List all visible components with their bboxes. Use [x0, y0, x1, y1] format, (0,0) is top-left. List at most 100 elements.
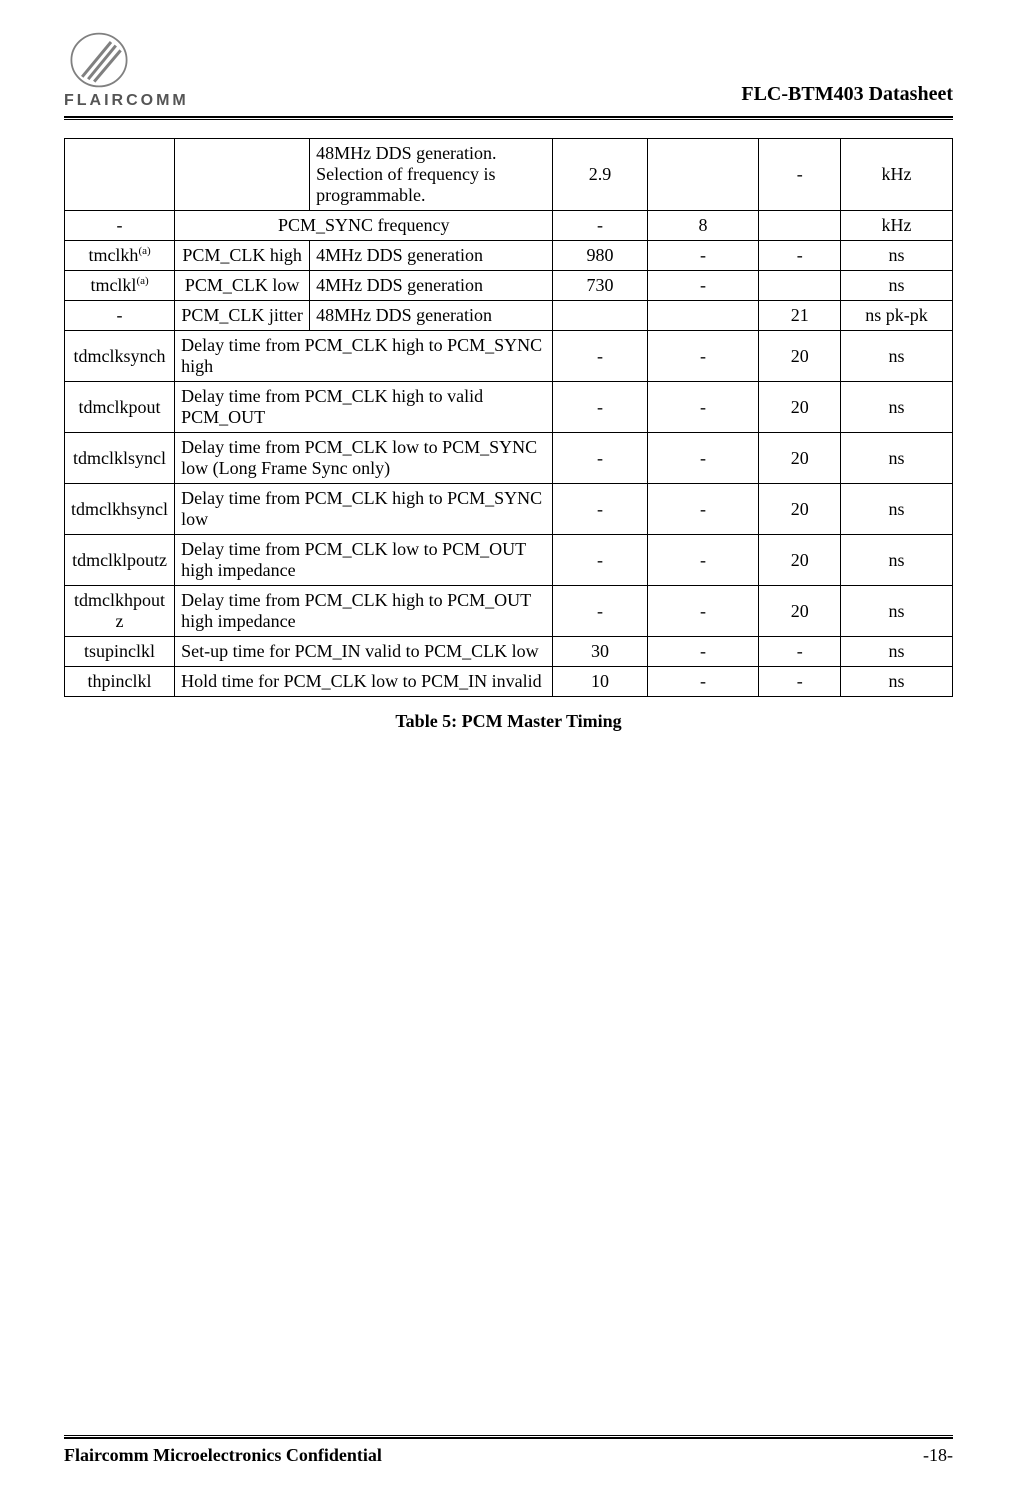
max-cell: -: [759, 139, 841, 211]
typ-cell: 8: [647, 211, 759, 241]
min-cell: -: [553, 586, 647, 637]
max-cell: [759, 271, 841, 301]
symbol-cell: -: [65, 211, 175, 241]
table-row: tdmclkhpoutzDelay time from PCM_CLK high…: [65, 586, 953, 637]
symbol-cell: -: [65, 301, 175, 331]
min-cell: -: [553, 331, 647, 382]
parameter-cell: PCM_CLK jitter: [175, 301, 310, 331]
description-cell: Delay time from PCM_CLK low to PCM_SYNC …: [175, 433, 553, 484]
unit-cell: ns: [841, 637, 953, 667]
min-cell: -: [553, 535, 647, 586]
page-header: FLAIRCOMM FLC-BTM403 Datasheet: [64, 30, 953, 110]
parameter-cell: PCM_CLK high: [175, 241, 310, 271]
max-cell: 20: [759, 535, 841, 586]
typ-cell: -: [647, 586, 759, 637]
unit-cell: ns: [841, 331, 953, 382]
footer-rule-thin: [64, 1435, 953, 1436]
max-cell: -: [759, 637, 841, 667]
max-cell: [759, 211, 841, 241]
footer-rule-thick: [64, 1437, 953, 1439]
description-cell: Delay time from PCM_CLK high to PCM_SYNC…: [175, 331, 553, 382]
typ-cell: -: [647, 484, 759, 535]
flaircomm-logo-icon: [64, 30, 134, 90]
table-row: tmclkl(a)PCM_CLK low4MHz DDS generation7…: [65, 271, 953, 301]
symbol-cell: tdmclklsyncl: [65, 433, 175, 484]
unit-cell: ns: [841, 433, 953, 484]
min-cell: [553, 301, 647, 331]
min-cell: -: [553, 382, 647, 433]
logo-text: FLAIRCOMM: [64, 92, 189, 110]
header-rule: [64, 116, 953, 118]
max-cell: 20: [759, 331, 841, 382]
typ-cell: -: [647, 382, 759, 433]
min-cell: 10: [553, 667, 647, 697]
unit-cell: kHz: [841, 211, 953, 241]
max-cell: -: [759, 241, 841, 271]
max-cell: 20: [759, 484, 841, 535]
symbol-cell: [65, 139, 175, 211]
symbol-cell: tdmclkhpoutz: [65, 586, 175, 637]
table-row: tdmclksynchDelay time from PCM_CLK high …: [65, 331, 953, 382]
parameter-cell: PCM_CLK low: [175, 271, 310, 301]
typ-cell: [647, 301, 759, 331]
max-cell: -: [759, 667, 841, 697]
description-cell: Hold time for PCM_CLK low to PCM_IN inva…: [175, 667, 553, 697]
table-row: -PCM_SYNC frequency-8kHz: [65, 211, 953, 241]
symbol-cell: tdmclkhsyncl: [65, 484, 175, 535]
typ-cell: -: [647, 667, 759, 697]
table-row: tdmclkhsynclDelay time from PCM_CLK high…: [65, 484, 953, 535]
parameter-cell: [175, 139, 310, 211]
typ-cell: -: [647, 433, 759, 484]
min-cell: -: [553, 433, 647, 484]
unit-cell: ns: [841, 586, 953, 637]
max-cell: 20: [759, 433, 841, 484]
description-cell: 4MHz DDS generation: [310, 271, 553, 301]
typ-cell: -: [647, 637, 759, 667]
header-rule-thin: [64, 119, 953, 120]
max-cell: 20: [759, 382, 841, 433]
page-footer: Flaircomm Microelectronics Confidential …: [64, 1435, 953, 1466]
unit-cell: ns pk-pk: [841, 301, 953, 331]
symbol-cell: tsupinclkl: [65, 637, 175, 667]
symbol-cell: tmclkh(a): [65, 241, 175, 271]
description-cell: 4MHz DDS generation: [310, 241, 553, 271]
description-cell: PCM_SYNC frequency: [175, 211, 553, 241]
unit-cell: kHz: [841, 139, 953, 211]
min-cell: 980: [553, 241, 647, 271]
max-cell: 20: [759, 586, 841, 637]
symbol-cell: tdmclklpoutz: [65, 535, 175, 586]
symbol-cell: tdmclkpout: [65, 382, 175, 433]
footer-confidential: Flaircomm Microelectronics Confidential: [64, 1445, 382, 1466]
min-cell: 730: [553, 271, 647, 301]
typ-cell: -: [647, 535, 759, 586]
typ-cell: -: [647, 331, 759, 382]
table-row: tdmclklsynclDelay time from PCM_CLK low …: [65, 433, 953, 484]
description-cell: Delay time from PCM_CLK high to PCM_OUT …: [175, 586, 553, 637]
typ-cell: -: [647, 241, 759, 271]
description-cell: Delay time from PCM_CLK low to PCM_OUT h…: [175, 535, 553, 586]
unit-cell: ns: [841, 535, 953, 586]
table-row: tdmclklpoutzDelay time from PCM_CLK low …: [65, 535, 953, 586]
description-cell: 48MHz DDS generation. Selection of frequ…: [310, 139, 553, 211]
spec-table: 48MHz DDS generation. Selection of frequ…: [64, 138, 953, 697]
typ-cell: [647, 139, 759, 211]
min-cell: 30: [553, 637, 647, 667]
symbol-cell: thpinclkl: [65, 667, 175, 697]
document-title: FLC-BTM403 Datasheet: [741, 83, 953, 110]
page: FLAIRCOMM FLC-BTM403 Datasheet 48MHz DDS…: [0, 0, 1017, 1502]
unit-cell: ns: [841, 241, 953, 271]
table-row: tmclkh(a)PCM_CLK high4MHz DDS generation…: [65, 241, 953, 271]
unit-cell: ns: [841, 484, 953, 535]
table-row: -PCM_CLK jitter48MHz DDS generation 21ns …: [65, 301, 953, 331]
symbol-cell: tmclkl(a): [65, 271, 175, 301]
min-cell: -: [553, 211, 647, 241]
max-cell: 21: [759, 301, 841, 331]
table-row: thpinclklHold time for PCM_CLK low to PC…: [65, 667, 953, 697]
table-row: tdmclkpoutDelay time from PCM_CLK high t…: [65, 382, 953, 433]
min-cell: 2.9: [553, 139, 647, 211]
typ-cell: -: [647, 271, 759, 301]
table-caption: Table 5: PCM Master Timing: [64, 711, 953, 732]
table-row: 48MHz DDS generation. Selection of frequ…: [65, 139, 953, 211]
description-cell: 48MHz DDS generation: [310, 301, 553, 331]
table-row: tsupinclklSet-up time for PCM_IN valid t…: [65, 637, 953, 667]
